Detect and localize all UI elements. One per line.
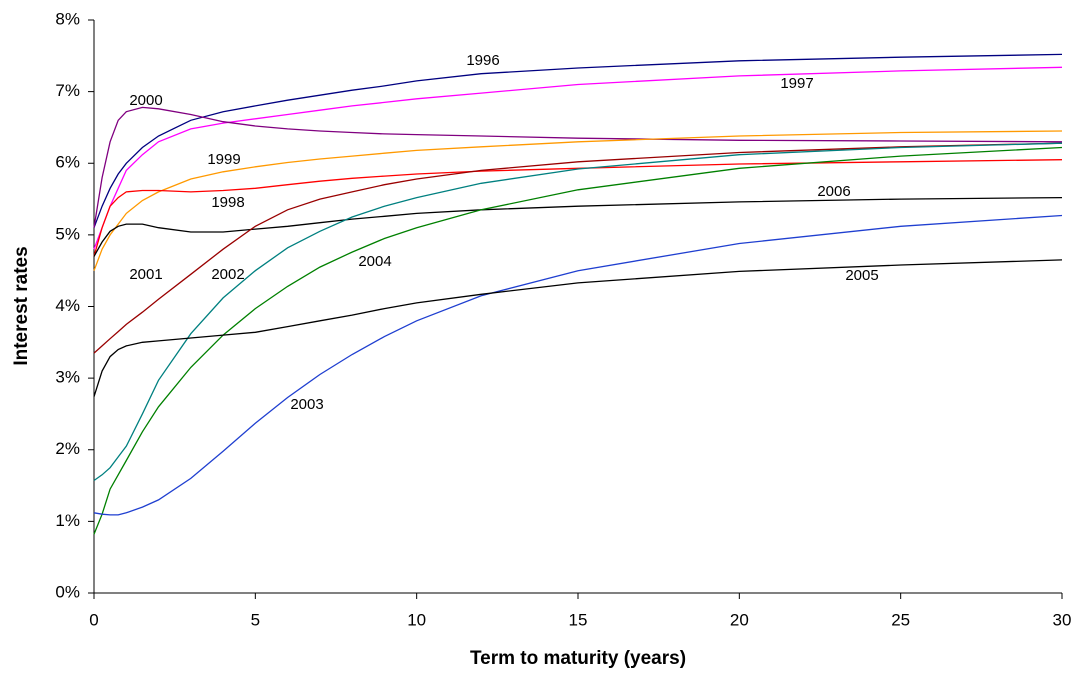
y-tick-label: 0% (55, 582, 80, 601)
x-tick-label: 20 (730, 610, 749, 629)
x-tick-label: 30 (1053, 610, 1072, 629)
x-tick-label: 10 (407, 610, 426, 629)
series-label: 2004 (358, 253, 391, 270)
series-label: 1996 (466, 52, 499, 69)
series-line (93, 53, 1063, 228)
x-tick-label: 0 (89, 610, 98, 629)
series-line (93, 146, 1063, 535)
series-line (93, 196, 1063, 257)
series-label: 2002 (211, 266, 244, 283)
y-tick-label: 5% (55, 224, 80, 243)
y-tick-label: 7% (55, 81, 80, 100)
y-tick-label: 4% (55, 296, 80, 315)
y-tick-label: 6% (55, 153, 80, 172)
x-tick-label: 5 (251, 610, 260, 629)
series-label: 2005 (845, 267, 878, 284)
series-label: 1999 (207, 151, 240, 168)
series-label: 2000 (129, 92, 162, 109)
series-line (93, 159, 1063, 257)
series-line (93, 214, 1063, 516)
series-line (93, 66, 1063, 250)
y-tick-label: 2% (55, 439, 80, 458)
x-axis-title: Term to maturity (years) (470, 648, 686, 669)
series-label: 2001 (129, 266, 162, 283)
series-line (93, 259, 1063, 397)
series-label: 1997 (780, 75, 813, 92)
series-label: 2006 (817, 183, 850, 200)
series-line (93, 142, 1063, 482)
series-label: 2003 (290, 396, 323, 413)
series-label: 1998 (211, 194, 244, 211)
y-tick-label: 3% (55, 368, 80, 387)
series-line (93, 106, 1063, 228)
x-tick-label: 25 (891, 610, 910, 629)
y-axis-title: Interest rates (11, 246, 32, 365)
series-line (93, 142, 1063, 354)
y-tick-label: 1% (55, 511, 80, 530)
y-tick-label: 8% (55, 9, 80, 28)
series-line (93, 130, 1063, 271)
x-tick-label: 15 (569, 610, 588, 629)
